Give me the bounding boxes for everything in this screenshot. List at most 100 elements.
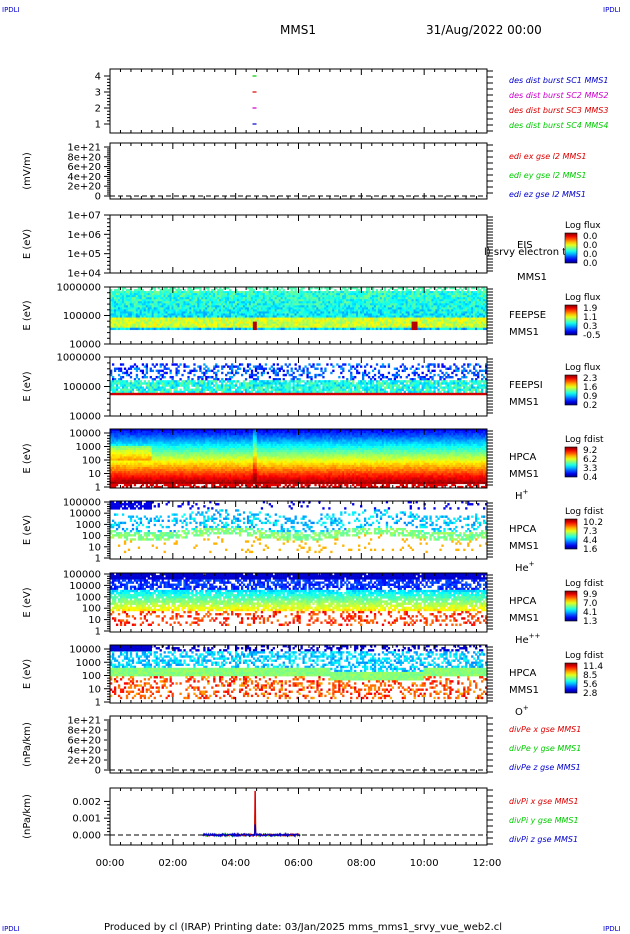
heatmap-cell [461,323,464,326]
heatmap-cell [233,309,236,312]
heatmap-cell [387,303,391,306]
heatmap-cell [175,301,178,304]
heatmap-cell [157,369,160,373]
heatmap-cell [141,392,145,396]
heatmap-cell [381,317,385,320]
heatmap-cell [481,305,484,308]
heatmap-cell [272,299,275,302]
heatmap-cell [133,392,137,396]
heatmap-cell [338,297,341,300]
heatmap-cell [213,327,216,331]
heatmap-cell [141,311,145,314]
heatmap-cell [433,311,436,314]
heatmap-cell [447,291,450,294]
heatmap-cell [481,315,484,318]
heatmap-cell [417,309,420,312]
heatmap-cell [417,327,420,331]
heatmap-cell [155,307,158,310]
heatmap-cell [137,323,141,326]
heatmap-cell [250,380,254,383]
heatmap-cell [205,319,208,322]
heatmap-cell [340,289,343,292]
heatmap-cell [300,321,303,324]
heatmap-cell [163,317,166,320]
heatmap-cell [231,363,234,366]
heatmap-cell [161,323,164,326]
heatmap-cell [479,327,482,331]
heatmap-cell [246,299,250,302]
heatmap-cell [125,388,129,392]
heatmap-cell [133,378,137,381]
heatmap-cell [302,307,305,310]
heatmap-cell [481,287,484,290]
heatmap-cell [145,293,148,296]
heatmap-cell [113,309,117,312]
heatmap-cell [294,321,297,324]
heatmap-cell [405,317,408,320]
heatmap-cell [304,327,307,331]
heatmap-cell [171,305,174,308]
heatmap-cell [117,293,121,296]
heatmap-cell [352,315,355,318]
heatmap-cell [250,309,254,312]
heatmap-cell [367,295,371,298]
heatmap-cell [131,305,135,308]
heatmap-cell [219,325,222,329]
heatmap-cell [485,315,488,318]
heatmap-cell [421,319,424,322]
heatmap-cell [354,313,357,316]
heatmap-cell [181,392,184,396]
heatmap-cell [155,315,158,318]
heatmap-cell [233,315,236,318]
heatmap-cell [262,325,266,329]
colorbar-label: 1.9 [583,304,598,314]
heatmap-cell [276,317,279,320]
heatmap-cell [225,392,228,396]
heatmap-cell [330,305,333,308]
heatmap-cell [133,289,137,292]
heatmap-cell [173,319,176,322]
heatmap-cell [409,299,412,302]
heatmap-cell [221,390,224,394]
heatmap-cell [167,309,170,312]
heatmap-cell [399,327,402,331]
heatmap-cell [274,327,277,331]
heatmap-cell [413,293,416,296]
heatmap-cell [465,313,468,316]
heatmap-cell [252,299,256,302]
heatmap-cell [209,369,212,373]
heatmap-cell [211,289,214,292]
heatmap-cell [455,315,458,318]
heatmap-cell [111,301,115,304]
heatmap-cell [332,305,335,308]
heatmap-cell [217,325,220,329]
heatmap-cell [179,301,182,304]
heatmap-cell [453,313,456,316]
heatmap-cell [197,392,200,396]
heatmap-cell [348,291,351,294]
heatmap-cell [125,325,129,329]
heatmap-cell [465,311,468,314]
heatmap-cell [110,384,113,387]
heatmap-cell [282,325,285,329]
heatmap-cell [326,289,329,292]
heatmap-cell [246,293,250,296]
heatmap-cell [371,297,375,300]
heatmap-cell [381,293,385,296]
heatmap-cell [173,388,176,392]
heatmap-cell [189,317,192,320]
heatmap-cell [302,299,305,302]
heatmap-cell [270,323,273,326]
heatmap-cell [199,313,202,316]
heatmap-cell [111,384,115,387]
heatmap-cell [441,297,444,300]
heatmap-cell [369,297,373,300]
heatmap-cell [177,369,180,373]
heatmap-cell [252,327,256,331]
heatmap-cell [365,291,369,294]
heatmap-cell [155,301,158,304]
heatmap-cell [143,299,147,302]
heatmap-cell [397,321,400,324]
heatmap-cell [246,386,250,389]
heatmap-cell [252,380,256,383]
